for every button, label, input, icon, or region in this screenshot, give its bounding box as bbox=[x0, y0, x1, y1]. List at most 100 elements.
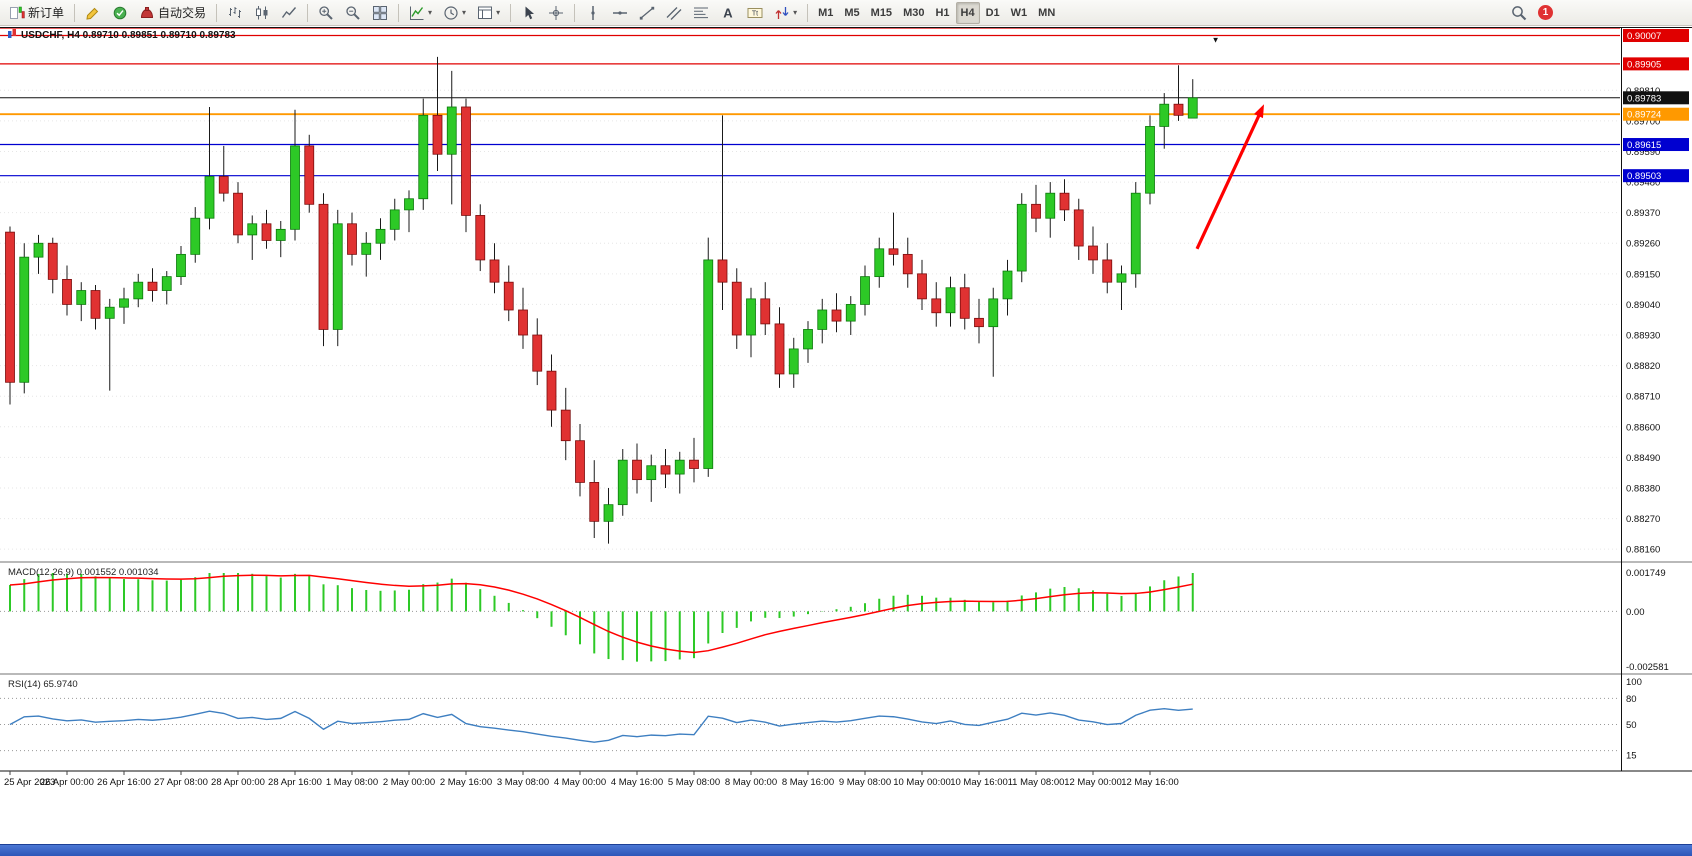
rsi-panel: RSI(14) 65.9740 bbox=[0, 679, 1620, 751]
tf-w1-button-label: W1 bbox=[1011, 7, 1028, 19]
market-watch-button[interactable] bbox=[107, 2, 133, 24]
search-button[interactable] bbox=[1506, 2, 1532, 24]
new-order-button-label: 新订单 bbox=[28, 4, 64, 21]
tf-mn-button[interactable]: MN bbox=[1033, 2, 1060, 24]
line-chart-mode-button[interactable] bbox=[276, 2, 302, 24]
cursor-icon bbox=[521, 5, 537, 21]
bar-chart-mode-button[interactable] bbox=[222, 2, 248, 24]
tf-m15-button[interactable]: M15 bbox=[866, 2, 897, 24]
text-tool[interactable]: A bbox=[715, 2, 741, 24]
text-label-icon: Tt bbox=[747, 5, 763, 21]
auto-trading-button[interactable]: 自动交易 bbox=[134, 2, 211, 24]
main-toolbar: 新订单自动交易▾▾▾ATt▾M1M5M15M30H1H4D1W1MN1 bbox=[0, 0, 1692, 26]
candlestick-mode-button[interactable] bbox=[249, 2, 275, 24]
toolbar-separator bbox=[398, 4, 399, 22]
chart-title-group: USDCHF, H4 0.89710 0.89851 0.89710 0.897… bbox=[8, 29, 236, 41]
tf-m5-button-label: M5 bbox=[844, 7, 859, 19]
zoom-in-button[interactable] bbox=[313, 2, 339, 24]
rsi-axis-label: 50 bbox=[1626, 720, 1637, 731]
price-badge: 0.90007 bbox=[1623, 29, 1689, 42]
tf-d1-button[interactable]: D1 bbox=[981, 2, 1005, 24]
toolbar-separator bbox=[216, 4, 217, 22]
tf-m30-button-label: M30 bbox=[903, 7, 924, 19]
templates-icon bbox=[477, 5, 493, 21]
trend-arrow-annotation[interactable] bbox=[1197, 104, 1264, 249]
x-axis-tick-label: 27 Apr 08:00 bbox=[154, 777, 208, 788]
channel-icon bbox=[666, 5, 682, 21]
x-axis-tick-label: 26 Apr 00:00 bbox=[40, 777, 94, 788]
cursor-tool-button[interactable] bbox=[516, 2, 542, 24]
toolbar-group: 新订单 bbox=[4, 2, 69, 24]
svg-text:0.89503: 0.89503 bbox=[1627, 171, 1661, 182]
tf-h1-button[interactable]: H1 bbox=[930, 2, 954, 24]
crosshair-icon bbox=[548, 5, 564, 21]
y-axis-tick-label: 0.88380 bbox=[1626, 483, 1660, 494]
horizontal-line-tool[interactable] bbox=[607, 2, 633, 24]
search-icon bbox=[1511, 5, 1527, 21]
svg-text:0.90007: 0.90007 bbox=[1627, 31, 1661, 42]
toolbar-separator bbox=[510, 4, 511, 22]
price-badge: 0.89503 bbox=[1623, 169, 1689, 182]
fibonacci-tool[interactable] bbox=[688, 2, 714, 24]
metaeditor-button[interactable] bbox=[80, 2, 106, 24]
zoom-in-icon bbox=[318, 5, 334, 21]
zoom-out-button[interactable] bbox=[340, 2, 366, 24]
price-badge: 0.89905 bbox=[1623, 57, 1689, 70]
chart-title: USDCHF, H4 0.89710 0.89851 0.89710 0.897… bbox=[21, 30, 236, 41]
periods-dropdown[interactable]: ▾ bbox=[438, 2, 471, 24]
tf-w1-button[interactable]: W1 bbox=[1006, 2, 1033, 24]
price-grid bbox=[0, 90, 1620, 549]
rsi-axis-label: 100 bbox=[1626, 677, 1642, 688]
taskbar-strip[interactable] bbox=[0, 844, 1692, 856]
channel-tool[interactable] bbox=[661, 2, 687, 24]
tf-m1-button-label: M1 bbox=[818, 7, 833, 19]
arrows-tool[interactable]: ▾ bbox=[769, 2, 802, 24]
line-chart-icon bbox=[281, 5, 297, 21]
templates-dropdown[interactable]: ▾ bbox=[472, 2, 505, 24]
label-tool[interactable]: Tt bbox=[742, 2, 768, 24]
arrows-icon bbox=[774, 5, 790, 21]
price-badge: 0.89724 bbox=[1623, 108, 1689, 121]
autotrade-icon bbox=[139, 5, 155, 21]
price-chart-svg[interactable]: ▼USDCHF, H4 0.89710 0.89851 0.89710 0.89… bbox=[0, 26, 1692, 792]
x-axis-tick-label: 3 May 08:00 bbox=[497, 777, 549, 788]
trendline-tool[interactable] bbox=[634, 2, 660, 24]
indicators-icon bbox=[409, 5, 425, 21]
tf-m1-button[interactable]: M1 bbox=[813, 2, 838, 24]
indicators-dropdown[interactable]: ▾ bbox=[404, 2, 437, 24]
x-axis-tick-label: 12 May 16:00 bbox=[1121, 777, 1179, 788]
toolbar-group bbox=[516, 2, 569, 24]
tf-m15-button-label: M15 bbox=[871, 7, 892, 19]
tf-h4-button[interactable]: H4 bbox=[956, 2, 980, 24]
svg-text:A: A bbox=[723, 5, 733, 20]
new-order-button[interactable]: 新订单 bbox=[4, 2, 69, 24]
y-axis-tick-label: 0.89150 bbox=[1626, 269, 1660, 280]
tf-mn-button-label: MN bbox=[1038, 7, 1055, 19]
x-axis-tick-label: 8 May 16:00 bbox=[782, 777, 834, 788]
y-axis-tick-label: 0.88490 bbox=[1626, 453, 1660, 464]
toolbar-separator bbox=[574, 4, 575, 22]
x-axis-tick-label: 4 May 16:00 bbox=[611, 777, 663, 788]
x-axis-tick-label: 8 May 00:00 bbox=[725, 777, 777, 788]
tile-windows-button[interactable] bbox=[367, 2, 393, 24]
fibonacci-icon bbox=[693, 5, 709, 21]
candlestick-icon bbox=[254, 5, 270, 21]
svg-text:0.89783: 0.89783 bbox=[1627, 93, 1661, 104]
panel-separator[interactable] bbox=[0, 673, 1692, 675]
panel-separator[interactable] bbox=[0, 561, 1692, 563]
svg-text:0.89615: 0.89615 bbox=[1627, 140, 1661, 151]
svg-text:0.89905: 0.89905 bbox=[1627, 59, 1661, 70]
notifications-button[interactable]: 1 bbox=[1533, 2, 1558, 24]
x-axis-tick-label: 12 May 00:00 bbox=[1064, 777, 1122, 788]
crosshair-tool-button[interactable] bbox=[543, 2, 569, 24]
vertical-line-tool[interactable] bbox=[580, 2, 606, 24]
chart-area[interactable]: ▼USDCHF, H4 0.89710 0.89851 0.89710 0.89… bbox=[0, 26, 1692, 792]
price-level-lines bbox=[0, 28, 1620, 176]
macd-signal-line bbox=[10, 575, 1193, 652]
y-axis-tick-label: 0.89040 bbox=[1626, 300, 1660, 311]
tf-m5-button[interactable]: M5 bbox=[839, 2, 864, 24]
chevron-down-icon: ▾ bbox=[793, 9, 797, 17]
tf-m30-button[interactable]: M30 bbox=[898, 2, 929, 24]
price-axis: 0.898100.897000.895900.894800.893700.892… bbox=[1623, 29, 1689, 761]
bar-chart-icon bbox=[227, 5, 243, 21]
